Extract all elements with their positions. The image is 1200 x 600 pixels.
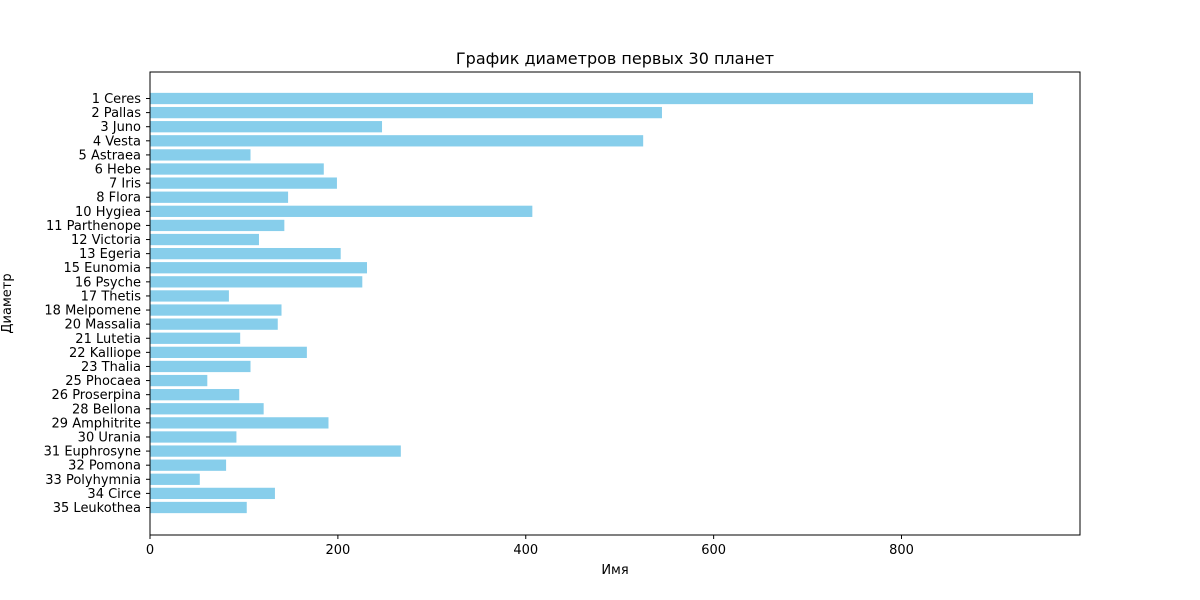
y-tick-label: 11 Parthenope	[46, 219, 141, 234]
y-tick-label: 21 Lutetia	[75, 332, 141, 347]
bar	[150, 501, 247, 514]
plot-frame	[149, 71, 1081, 536]
bar	[150, 92, 1034, 105]
bar	[150, 304, 282, 316]
bar	[150, 149, 251, 161]
bars-group	[150, 92, 1034, 514]
bar	[150, 121, 383, 133]
y-tick-label: 8 Flora	[96, 191, 141, 206]
bar	[150, 191, 289, 203]
bar	[150, 431, 237, 443]
x-tick-label: 0	[146, 543, 154, 558]
y-tick-label: 31 Euphrosyne	[44, 445, 141, 460]
bar	[150, 247, 341, 260]
y-tick-label: 2 Pallas	[91, 106, 141, 121]
bar	[150, 205, 533, 217]
y-tick-label: 3 Juno	[100, 120, 141, 135]
bar	[150, 163, 324, 175]
bar	[150, 473, 200, 485]
y-tick-label: 15 Eunomia	[63, 261, 141, 276]
bar	[150, 346, 307, 359]
y-tick-label: 20 Massalia	[64, 318, 141, 333]
y-tick-label: 5 Astraea	[79, 148, 141, 163]
bar	[150, 332, 241, 344]
bar	[150, 487, 275, 500]
y-tick-label: 13 Egeria	[79, 247, 141, 262]
y-tick-label: 7 Iris	[109, 177, 141, 192]
bar	[150, 233, 259, 246]
y-tick-label: 17 Thetis	[81, 289, 142, 304]
bar	[150, 403, 264, 415]
y-tick-label: 33 Polyhymnia	[45, 473, 141, 488]
bar	[150, 318, 278, 330]
y-tick-label: 4 Vesta	[93, 134, 141, 149]
bar	[150, 445, 401, 457]
bar	[150, 106, 662, 119]
y-tick-label: 26 Proserpina	[52, 388, 141, 403]
bar	[150, 219, 285, 232]
bar	[150, 417, 329, 429]
y-tick-label: 10 Hygiea	[75, 205, 141, 220]
chart-title: График диаметров первых 30 планет	[456, 49, 774, 68]
y-tick-label: 35 Leukothea	[53, 501, 141, 516]
y-tick-label: 22 Kalliope	[69, 346, 141, 361]
y-tick-label: 16 Psyche	[75, 275, 141, 290]
y-tick-label: 32 Pomona	[68, 459, 141, 474]
x-ticks-group: 0 200 400 600 800	[146, 535, 914, 558]
y-tick-label: 30 Urania	[78, 430, 141, 445]
y-tick-label: 23 Thalia	[81, 360, 141, 375]
bar	[150, 360, 251, 373]
y-tick-label: 12 Victoria	[71, 233, 141, 248]
bar	[150, 374, 208, 387]
x-tick-label: 200	[325, 543, 350, 558]
bar	[150, 290, 229, 302]
bar	[150, 135, 644, 147]
bar	[150, 276, 363, 288]
bar	[150, 177, 337, 189]
x-axis-label: Имя	[601, 563, 628, 578]
bar	[150, 459, 227, 471]
y-tick-label: 34 Circe	[87, 487, 141, 502]
y-axis-label: Диаметр	[0, 273, 15, 333]
y-tick-label: 18 Melpomene	[44, 304, 141, 319]
x-tick-label: 600	[701, 543, 726, 558]
y-tick-label: 29 Amphitrite	[52, 416, 141, 431]
y-tick-label: 6 Hebe	[95, 163, 141, 178]
y-tick-label: 25 Phocaea	[65, 374, 141, 389]
y-tick-label: 1 Ceres	[92, 92, 142, 107]
x-tick-label: 800	[889, 543, 914, 558]
x-tick-label: 400	[513, 543, 538, 558]
y-tick-label: 28 Bellona	[72, 402, 141, 417]
bar	[150, 389, 240, 401]
bar	[150, 262, 367, 274]
